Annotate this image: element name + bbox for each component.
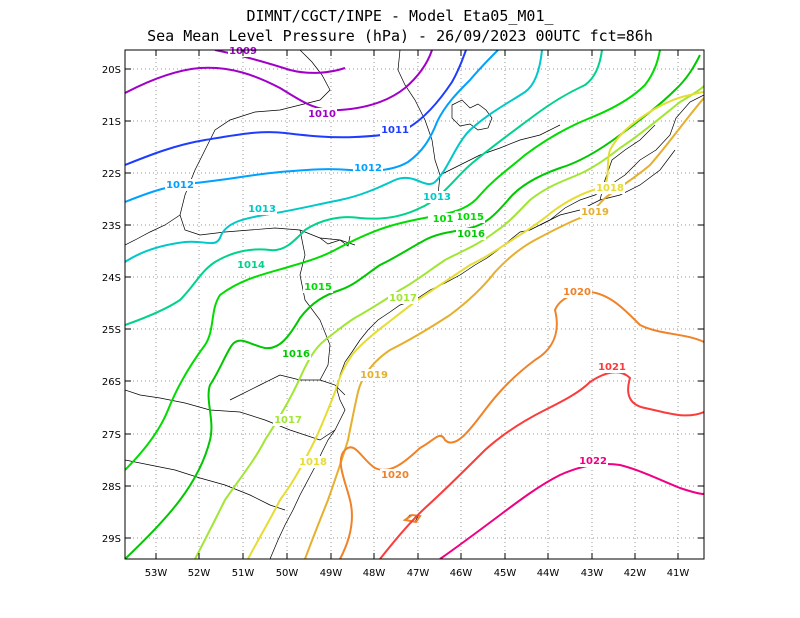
isobar-label: 1013 xyxy=(248,204,276,215)
isobar-labels: 1009101010111012101210131013101410151015… xyxy=(165,45,627,481)
coastline xyxy=(269,94,704,559)
lat-label: 23S xyxy=(102,221,121,232)
isobar-label: 1012 xyxy=(354,163,382,174)
state-border xyxy=(125,459,286,511)
lon-label: 51W xyxy=(232,568,255,579)
isobar-label: 101 xyxy=(433,214,454,225)
isobar-label: 1016 xyxy=(282,349,310,360)
isobar-1011 xyxy=(125,50,467,166)
lon-label: 44W xyxy=(537,568,560,579)
isobar-1020 xyxy=(339,290,704,559)
lat-label: 21S xyxy=(102,117,121,128)
isobar-label: 1011 xyxy=(381,125,409,136)
lat-label: 24S xyxy=(102,273,121,284)
axis-ticks xyxy=(125,50,704,559)
isobar-label: 1018 xyxy=(596,183,624,194)
lon-label: 49W xyxy=(320,568,343,579)
map-title-line2: Sea Mean Level Pressure (hPa) - 26/09/20… xyxy=(147,27,653,45)
isobar-lines xyxy=(125,50,704,559)
isobar-1013 xyxy=(125,50,543,263)
isobar-label: 1010 xyxy=(308,109,336,120)
lat-label: 25S xyxy=(102,325,121,336)
lon-label: 41W xyxy=(667,568,690,579)
state-border xyxy=(397,50,441,196)
state-border xyxy=(229,374,320,401)
state-border xyxy=(439,124,561,176)
isobar-label: 1012 xyxy=(166,180,194,191)
isobar-label: 1020 xyxy=(381,470,409,481)
lat-label: 20S xyxy=(102,65,121,76)
state-border xyxy=(125,214,181,246)
latitude-labels: 20S 21S 22S 23S 24S 25S 26S 27S 28S 29S xyxy=(102,65,121,545)
isobar-1018 xyxy=(247,91,704,559)
isobar-label: 1021 xyxy=(598,362,626,373)
lat-label: 27S xyxy=(102,430,121,441)
isobar-label: 1017 xyxy=(274,415,302,426)
isobar-label: 1019 xyxy=(581,207,609,218)
isobar-1019 xyxy=(304,97,704,559)
isobar-label: 1013 xyxy=(423,192,451,203)
state-border xyxy=(125,389,336,441)
state-border xyxy=(179,50,356,246)
lon-label: 46W xyxy=(450,568,473,579)
isobar-label: 1015 xyxy=(304,282,332,293)
lat-label: 26S xyxy=(102,377,121,388)
isobar-1017 xyxy=(194,85,704,559)
map-frame xyxy=(124,49,705,560)
isobar-1016 xyxy=(125,54,701,559)
map-title-line1: DIMNT/CGCT/INPE - Model Eta05_M01_ xyxy=(246,7,554,25)
lon-label: 48W xyxy=(363,568,386,579)
bay-detail xyxy=(451,99,493,131)
state-border xyxy=(539,149,676,226)
state-border xyxy=(299,229,346,396)
isobar-1010 xyxy=(125,50,433,112)
isobar-label: 1020 xyxy=(563,287,591,298)
lon-label: 42W xyxy=(624,568,647,579)
lon-label: 45W xyxy=(494,568,517,579)
isobar-label: 1015 xyxy=(456,212,484,223)
lon-label: 52W xyxy=(188,568,211,579)
lon-label: 47W xyxy=(407,568,430,579)
isobar-1014 xyxy=(125,50,603,326)
isobar-1022 xyxy=(439,463,704,559)
isobar-1021 xyxy=(379,371,704,559)
lon-label: 50W xyxy=(276,568,299,579)
lat-label: 29S xyxy=(102,534,121,545)
lon-label: 53W xyxy=(145,568,168,579)
isobar-label: 1014 xyxy=(237,260,265,271)
isobar-label: 1017 xyxy=(389,293,417,304)
lat-label: 28S xyxy=(102,482,121,493)
isobar-label: 1018 xyxy=(299,457,327,468)
isobar-label: 1016 xyxy=(457,229,485,240)
isobar-label: 1022 xyxy=(579,456,607,467)
isobar-1015 xyxy=(125,50,661,471)
longitude-labels: 53W 52W 51W 50W 49W 48W 47W 46W 45W 44W 43W 42W 41W xyxy=(145,568,690,579)
isobar-label: 1019 xyxy=(360,370,388,381)
lon-label: 43W xyxy=(581,568,604,579)
lat-label: 22S xyxy=(102,169,121,180)
